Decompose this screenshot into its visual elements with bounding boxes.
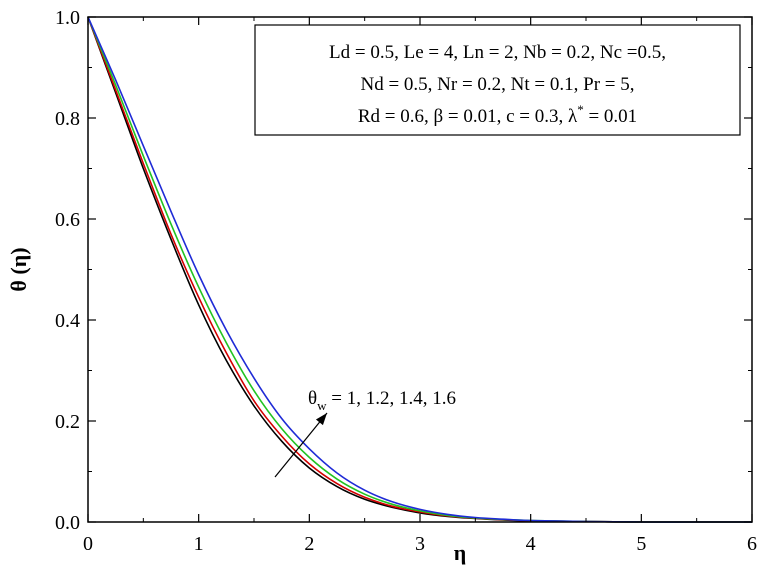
series-line-4 [87, 16, 752, 523]
annotation-values: = 1, 1.2, 1.4, 1.6 [327, 388, 456, 409]
theta-w-annotation: θw = 1, 1.2, 1.4, 1.6 [274, 388, 456, 478]
y-tick-label: 1.0 [55, 7, 80, 29]
y-tick-label: 0.0 [55, 512, 80, 534]
y-axis-label: θ (η) [6, 247, 31, 291]
ticks-layer [87, 16, 753, 523]
x-axis-label: η [454, 540, 467, 565]
x-tick-label: 5 [636, 533, 646, 555]
y-tick-label: 0.6 [55, 209, 80, 231]
annotation-subscript: w [317, 398, 327, 413]
x-tick-label: 3 [415, 533, 425, 555]
x-tick-label: 0 [83, 533, 93, 555]
parameter-line-3: Rd = 0.6, β = 0.01, c = 0.3, λ* = 0.01 [358, 102, 637, 127]
parameter-line-3-sup: * [577, 102, 584, 117]
parameter-box: Ld = 0.5, Le = 4, Ln = 2, Nb = 0.2, Nc =… [254, 24, 741, 136]
annotation-label: θw = 1, 1.2, 1.4, 1.6 [308, 388, 456, 413]
annotation-symbol: θ [308, 388, 317, 409]
annotation-arrowhead [315, 413, 327, 426]
parameter-line-1: Ld = 0.5, Le = 4, Ln = 2, Nb = 0.2, Nc =… [329, 42, 666, 63]
x-tick-label: 4 [526, 533, 536, 555]
x-tick-label: 6 [747, 533, 757, 555]
parameter-box-frame [254, 24, 741, 136]
x-tick-label: 2 [304, 533, 314, 555]
parameter-line-3-main: Rd = 0.6, β = 0.01, c = 0.3, λ [358, 106, 578, 127]
x-tick-label: 1 [194, 533, 204, 555]
tick-labels-layer: 0 1 2 3 4 5 6 0.0 0.2 0.4 0.6 0.8 1.0 [55, 7, 757, 555]
y-tick-label: 0.8 [55, 108, 80, 130]
annotation-arrow [274, 412, 328, 478]
parameter-line-3-tail: = 0.01 [584, 106, 637, 127]
y-tick-label: 0.4 [55, 310, 80, 332]
y-tick-label: 0.2 [55, 411, 80, 433]
parameter-line-2: Nd = 0.5, Nr = 0.2, Nt = 0.1, Pr = 5, [360, 74, 634, 95]
